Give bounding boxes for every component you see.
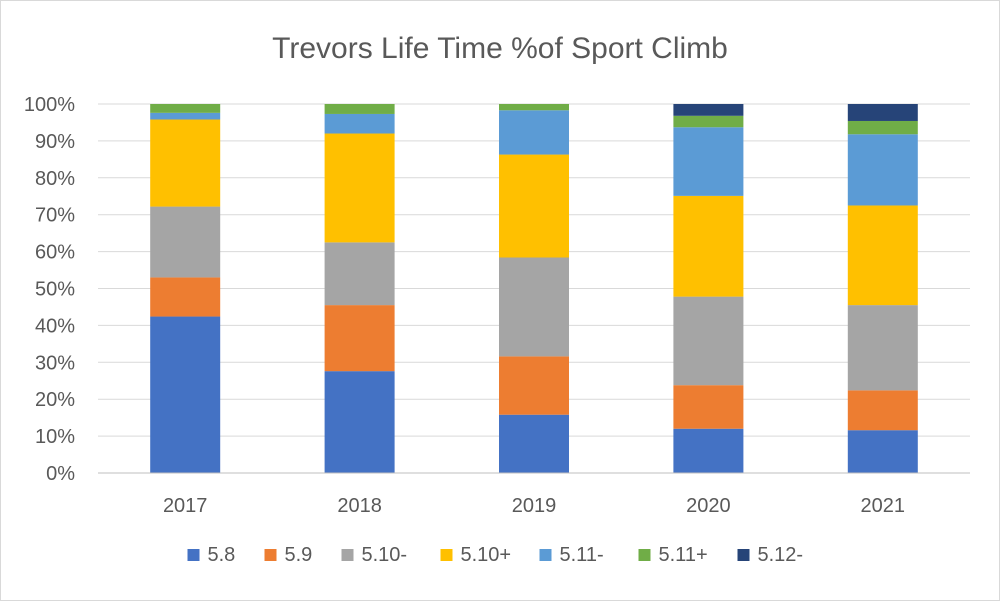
bar-segment bbox=[499, 414, 569, 473]
legend-label: 5.11- bbox=[560, 544, 604, 566]
bar-segment bbox=[324, 113, 395, 134]
bar-segment bbox=[324, 104, 395, 114]
y-axis-tick-labels: 0% 10% 20% 30% 40% 50% 60% 70% 80% 90% 100% bbox=[24, 94, 75, 485]
y-tick-label: 100% bbox=[24, 94, 75, 116]
bar-segment bbox=[150, 206, 221, 278]
bar-segment bbox=[847, 205, 918, 306]
x-tick-label: 2019 bbox=[512, 495, 557, 517]
y-tick-label: 70% bbox=[35, 205, 75, 227]
legend-swatch bbox=[737, 549, 750, 561]
bar-segments bbox=[150, 104, 918, 473]
bar-segment bbox=[150, 277, 221, 317]
bar-segment bbox=[324, 371, 395, 473]
legend-swatch bbox=[187, 549, 200, 561]
x-tick-label: 2021 bbox=[861, 495, 906, 517]
bar-segment bbox=[324, 242, 395, 306]
bar-segment bbox=[847, 104, 918, 121]
bar-segment bbox=[499, 356, 569, 415]
y-tick-label: 60% bbox=[35, 242, 75, 264]
x-tick-label: 2020 bbox=[686, 495, 731, 517]
bar-segment bbox=[673, 127, 744, 196]
bar-segment bbox=[499, 257, 569, 357]
bar-segment bbox=[847, 430, 918, 473]
bar-segment bbox=[150, 119, 221, 207]
x-axis-tick-labels: 2017 2018 2019 2020 2021 bbox=[163, 495, 905, 517]
y-tick-label: 40% bbox=[35, 315, 75, 337]
x-tick-label: 2017 bbox=[163, 495, 208, 517]
bar-segment bbox=[150, 104, 221, 113]
legend-swatch bbox=[638, 549, 651, 561]
legend-item: 5.10+ bbox=[440, 544, 512, 566]
y-tick-label: 10% bbox=[35, 426, 75, 448]
bar-segment bbox=[499, 110, 569, 155]
bar-segment bbox=[847, 120, 918, 135]
y-tick-label: 20% bbox=[35, 389, 75, 411]
legend-label: 5.8 bbox=[208, 544, 236, 566]
chart-title: Trevors Life Time %of Sport Climb bbox=[272, 32, 728, 65]
bar-segment bbox=[673, 115, 744, 128]
y-tick-label: 30% bbox=[35, 352, 75, 374]
bar-segment bbox=[673, 195, 744, 297]
bar-segment bbox=[673, 385, 744, 429]
legend-swatch bbox=[539, 549, 552, 561]
bar-segment bbox=[673, 428, 744, 473]
legend-label: 5.9 bbox=[285, 544, 313, 566]
bar-segment bbox=[499, 104, 569, 111]
legend-label: 5.11+ bbox=[659, 544, 708, 566]
legend-item: 5.8 bbox=[187, 544, 236, 566]
legend-swatch bbox=[341, 549, 354, 561]
x-tick-label: 2018 bbox=[337, 495, 382, 517]
legend-item: 5.10- bbox=[341, 544, 408, 566]
legend-label: 5.10+ bbox=[461, 544, 512, 566]
y-tick-label: 80% bbox=[35, 168, 75, 190]
legend-item: 5.9 bbox=[264, 544, 313, 566]
legend-item: 5.12- bbox=[737, 544, 804, 566]
y-tick-label: 90% bbox=[35, 131, 75, 153]
y-tick-label: 50% bbox=[35, 279, 75, 301]
legend-label: 5.12- bbox=[758, 544, 804, 566]
bar-segment bbox=[673, 104, 744, 116]
legend-item: 5.11- bbox=[539, 544, 604, 566]
y-tick-label: 0% bbox=[46, 463, 75, 485]
bar-segment bbox=[847, 305, 918, 391]
bar-segment bbox=[847, 390, 918, 431]
bar-segment bbox=[150, 316, 221, 473]
bar-segment bbox=[499, 154, 569, 258]
legend-item: 5.11+ bbox=[638, 544, 708, 566]
legend-swatch bbox=[440, 549, 453, 561]
bar-segment bbox=[847, 134, 918, 206]
legend: 5.8 5.9 5.10- 5.10+ 5.11- 5.11+ 5.12- bbox=[187, 544, 804, 566]
bar-segment bbox=[673, 296, 744, 386]
legend-label: 5.10- bbox=[362, 544, 408, 566]
legend-swatch bbox=[264, 549, 277, 561]
bar-segment bbox=[324, 305, 395, 372]
bar-segment bbox=[324, 133, 395, 243]
bar-segment bbox=[150, 112, 221, 120]
